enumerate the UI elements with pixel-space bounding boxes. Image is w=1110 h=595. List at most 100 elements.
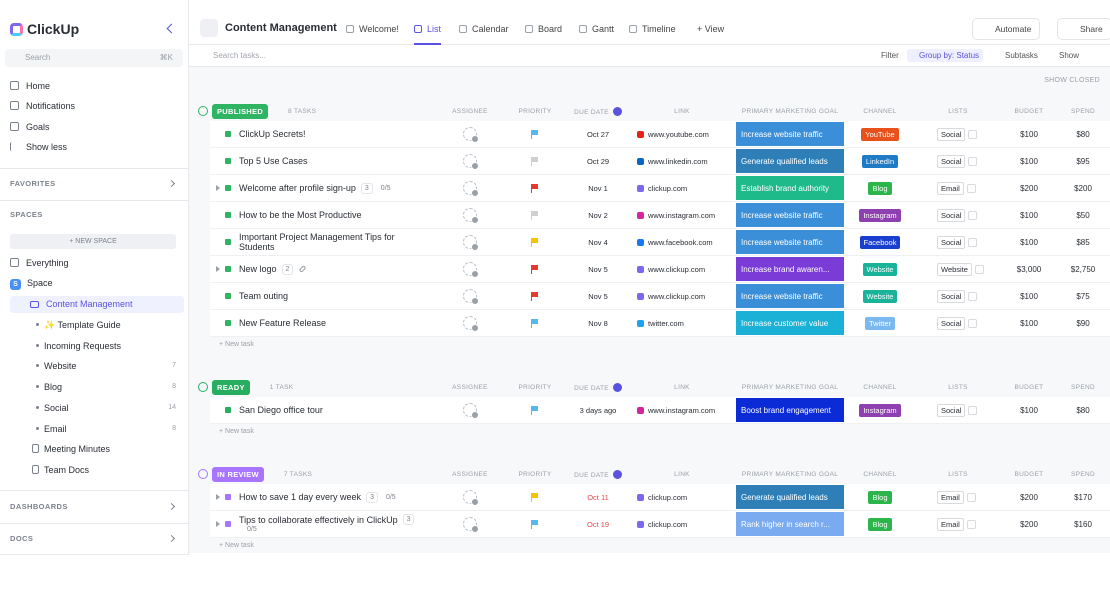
list-tag[interactable]: Social bbox=[937, 235, 966, 249]
goal[interactable]: Generate qualified leads bbox=[741, 156, 828, 166]
task-name[interactable]: How to be the Most Productive bbox=[239, 210, 362, 220]
priority-flag[interactable] bbox=[531, 319, 539, 328]
list-tag[interactable]: Social bbox=[937, 127, 966, 141]
assignee[interactable] bbox=[463, 517, 479, 533]
status-pill[interactable]: IN REVIEW bbox=[212, 466, 264, 482]
attachment-icon[interactable] bbox=[299, 265, 307, 273]
nav-show-less[interactable]: Show less bbox=[10, 140, 67, 154]
goal[interactable]: Increase website traffic bbox=[741, 237, 823, 247]
list-tag[interactable]: Social bbox=[937, 289, 966, 303]
task-row[interactable]: Top 5 Use Cases Oct 29 www.linkedin.com Gen… bbox=[210, 148, 1110, 175]
task-row[interactable]: How to be the Most Productive Nov 2 www.in… bbox=[210, 202, 1110, 229]
doc-item[interactable]: Meeting Minutes bbox=[32, 442, 110, 456]
list-tag[interactable]: Social bbox=[937, 208, 966, 222]
column-header[interactable]: BUDGET bbox=[1000, 384, 1058, 391]
due-date[interactable]: Oct 19 bbox=[586, 519, 610, 529]
new-task[interactable]: + New task bbox=[219, 428, 254, 435]
task-row[interactable]: San Diego office tour 3 days ago www.insta… bbox=[210, 397, 1110, 424]
task-name[interactable]: Top 5 Use Cases bbox=[239, 156, 308, 166]
column-header[interactable]: PRIORITY bbox=[502, 108, 568, 115]
add-list[interactable] bbox=[968, 129, 978, 139]
column-header[interactable]: LINK bbox=[628, 384, 736, 391]
due-date[interactable]: Nov 4 bbox=[588, 237, 608, 247]
assignee[interactable] bbox=[463, 316, 479, 332]
goal[interactable]: Boost brand engagement bbox=[741, 405, 831, 415]
checklist[interactable]: 0/5 bbox=[380, 184, 391, 192]
priority-flag[interactable] bbox=[531, 493, 539, 502]
task-row[interactable]: New Feature Release Nov 8 twitter.com Incre… bbox=[210, 310, 1110, 337]
column-header[interactable]: PRIMARY MARKETING GOAL bbox=[736, 471, 844, 478]
link[interactable]: www.clickup.com bbox=[648, 264, 706, 274]
link[interactable]: twitter.com bbox=[648, 318, 684, 328]
task-row[interactable]: How to save 1 day every week 3 0/5 Oct 11 cl… bbox=[210, 484, 1110, 511]
space[interactable]: S Space bbox=[10, 276, 53, 290]
add-list[interactable] bbox=[968, 291, 978, 301]
task-row[interactable]: Welcome after profile sign-up 3 0/5 Nov 1 cl… bbox=[210, 175, 1110, 202]
priority-flag[interactable] bbox=[531, 184, 539, 193]
list-item[interactable]: ✨ Template Guide bbox=[36, 318, 176, 332]
channel[interactable]: LinkedIn bbox=[861, 154, 899, 168]
column-header[interactable]: LINK bbox=[628, 108, 736, 115]
column-header[interactable]: ASSIGNEE bbox=[438, 471, 502, 478]
expand-arrow[interactable] bbox=[216, 521, 220, 527]
tab[interactable]: Gantt bbox=[579, 0, 614, 45]
link[interactable]: clickup.com bbox=[648, 492, 688, 502]
task-name[interactable]: Team outing bbox=[239, 291, 289, 301]
add-list[interactable] bbox=[974, 264, 984, 274]
add-list[interactable] bbox=[966, 183, 976, 193]
column-header[interactable]: SPEND bbox=[1058, 384, 1108, 391]
channel[interactable]: Twitter bbox=[864, 316, 896, 330]
assignee[interactable] bbox=[463, 154, 479, 170]
task-row[interactable]: Tips to collaborate effectively in Click… bbox=[210, 511, 1110, 538]
column-header[interactable]: CHANNEL bbox=[844, 108, 916, 115]
list-tag[interactable]: Email bbox=[937, 490, 964, 504]
nav-home[interactable]: Home bbox=[10, 79, 50, 93]
link[interactable]: www.linkedin.com bbox=[648, 156, 708, 166]
assignee[interactable] bbox=[463, 262, 479, 278]
checklist[interactable]: 0/5 bbox=[247, 526, 257, 533]
task-name[interactable]: How to save 1 day every week bbox=[239, 492, 362, 502]
nav-notifications[interactable]: Notifications bbox=[10, 99, 75, 113]
goal[interactable]: Establish brand authority bbox=[741, 183, 830, 193]
filter[interactable]: Filter bbox=[881, 51, 899, 60]
priority-flag[interactable] bbox=[531, 157, 539, 166]
link[interactable]: www.instagram.com bbox=[648, 210, 716, 220]
folder[interactable]: Content Management bbox=[30, 297, 133, 311]
column-header[interactable]: PRIORITY bbox=[502, 384, 568, 391]
task-name[interactable]: New Feature Release bbox=[239, 318, 327, 328]
expand-arrow[interactable] bbox=[216, 185, 220, 191]
status-pill[interactable]: READY bbox=[212, 379, 250, 395]
priority-flag[interactable] bbox=[531, 238, 539, 247]
task-name[interactable]: Welcome after profile sign-up bbox=[239, 183, 356, 193]
add-list[interactable] bbox=[968, 156, 978, 166]
list-tag[interactable]: Email bbox=[937, 517, 964, 531]
due-date[interactable]: Nov 8 bbox=[588, 318, 608, 328]
task-name[interactable]: San Diego office tour bbox=[239, 405, 323, 415]
tab[interactable]: Board bbox=[525, 0, 562, 45]
column-header[interactable]: SPEND bbox=[1058, 108, 1108, 115]
tab[interactable]: Timeline bbox=[629, 0, 676, 45]
add-list[interactable] bbox=[968, 318, 978, 328]
column-header[interactable]: PRIMARY MARKETING GOAL bbox=[736, 108, 844, 115]
task-row[interactable]: Important Project Management Tips for St… bbox=[210, 229, 1110, 256]
link[interactable]: clickup.com bbox=[648, 183, 688, 193]
list-item[interactable]: Blog 8 bbox=[36, 380, 176, 394]
add-list[interactable] bbox=[968, 237, 978, 247]
new-task[interactable]: + New task bbox=[219, 542, 254, 549]
add-list[interactable] bbox=[966, 492, 976, 502]
new-space[interactable]: + NEW SPACE bbox=[10, 234, 176, 249]
assignee[interactable] bbox=[463, 289, 479, 305]
column-header[interactable]: LISTS bbox=[916, 471, 1000, 478]
collapse-toggle[interactable] bbox=[198, 382, 208, 392]
collapse[interactable] bbox=[166, 23, 177, 34]
task-row[interactable]: ClickUp Secrets! Oct 27 www.youtube.com Inc… bbox=[210, 121, 1110, 148]
list-item[interactable]: Website 7 bbox=[36, 359, 176, 373]
channel[interactable]: Blog bbox=[868, 181, 892, 195]
column-header[interactable]: DUE DATE bbox=[568, 382, 628, 392]
channel[interactable]: Instagram bbox=[859, 403, 901, 417]
column-header[interactable]: LISTS bbox=[916, 384, 1000, 391]
tab[interactable]: + View bbox=[697, 0, 724, 45]
nav-goals[interactable]: Goals bbox=[10, 120, 50, 134]
list-tag[interactable]: Social bbox=[937, 154, 966, 168]
goal[interactable]: Increase customer value bbox=[741, 318, 829, 328]
